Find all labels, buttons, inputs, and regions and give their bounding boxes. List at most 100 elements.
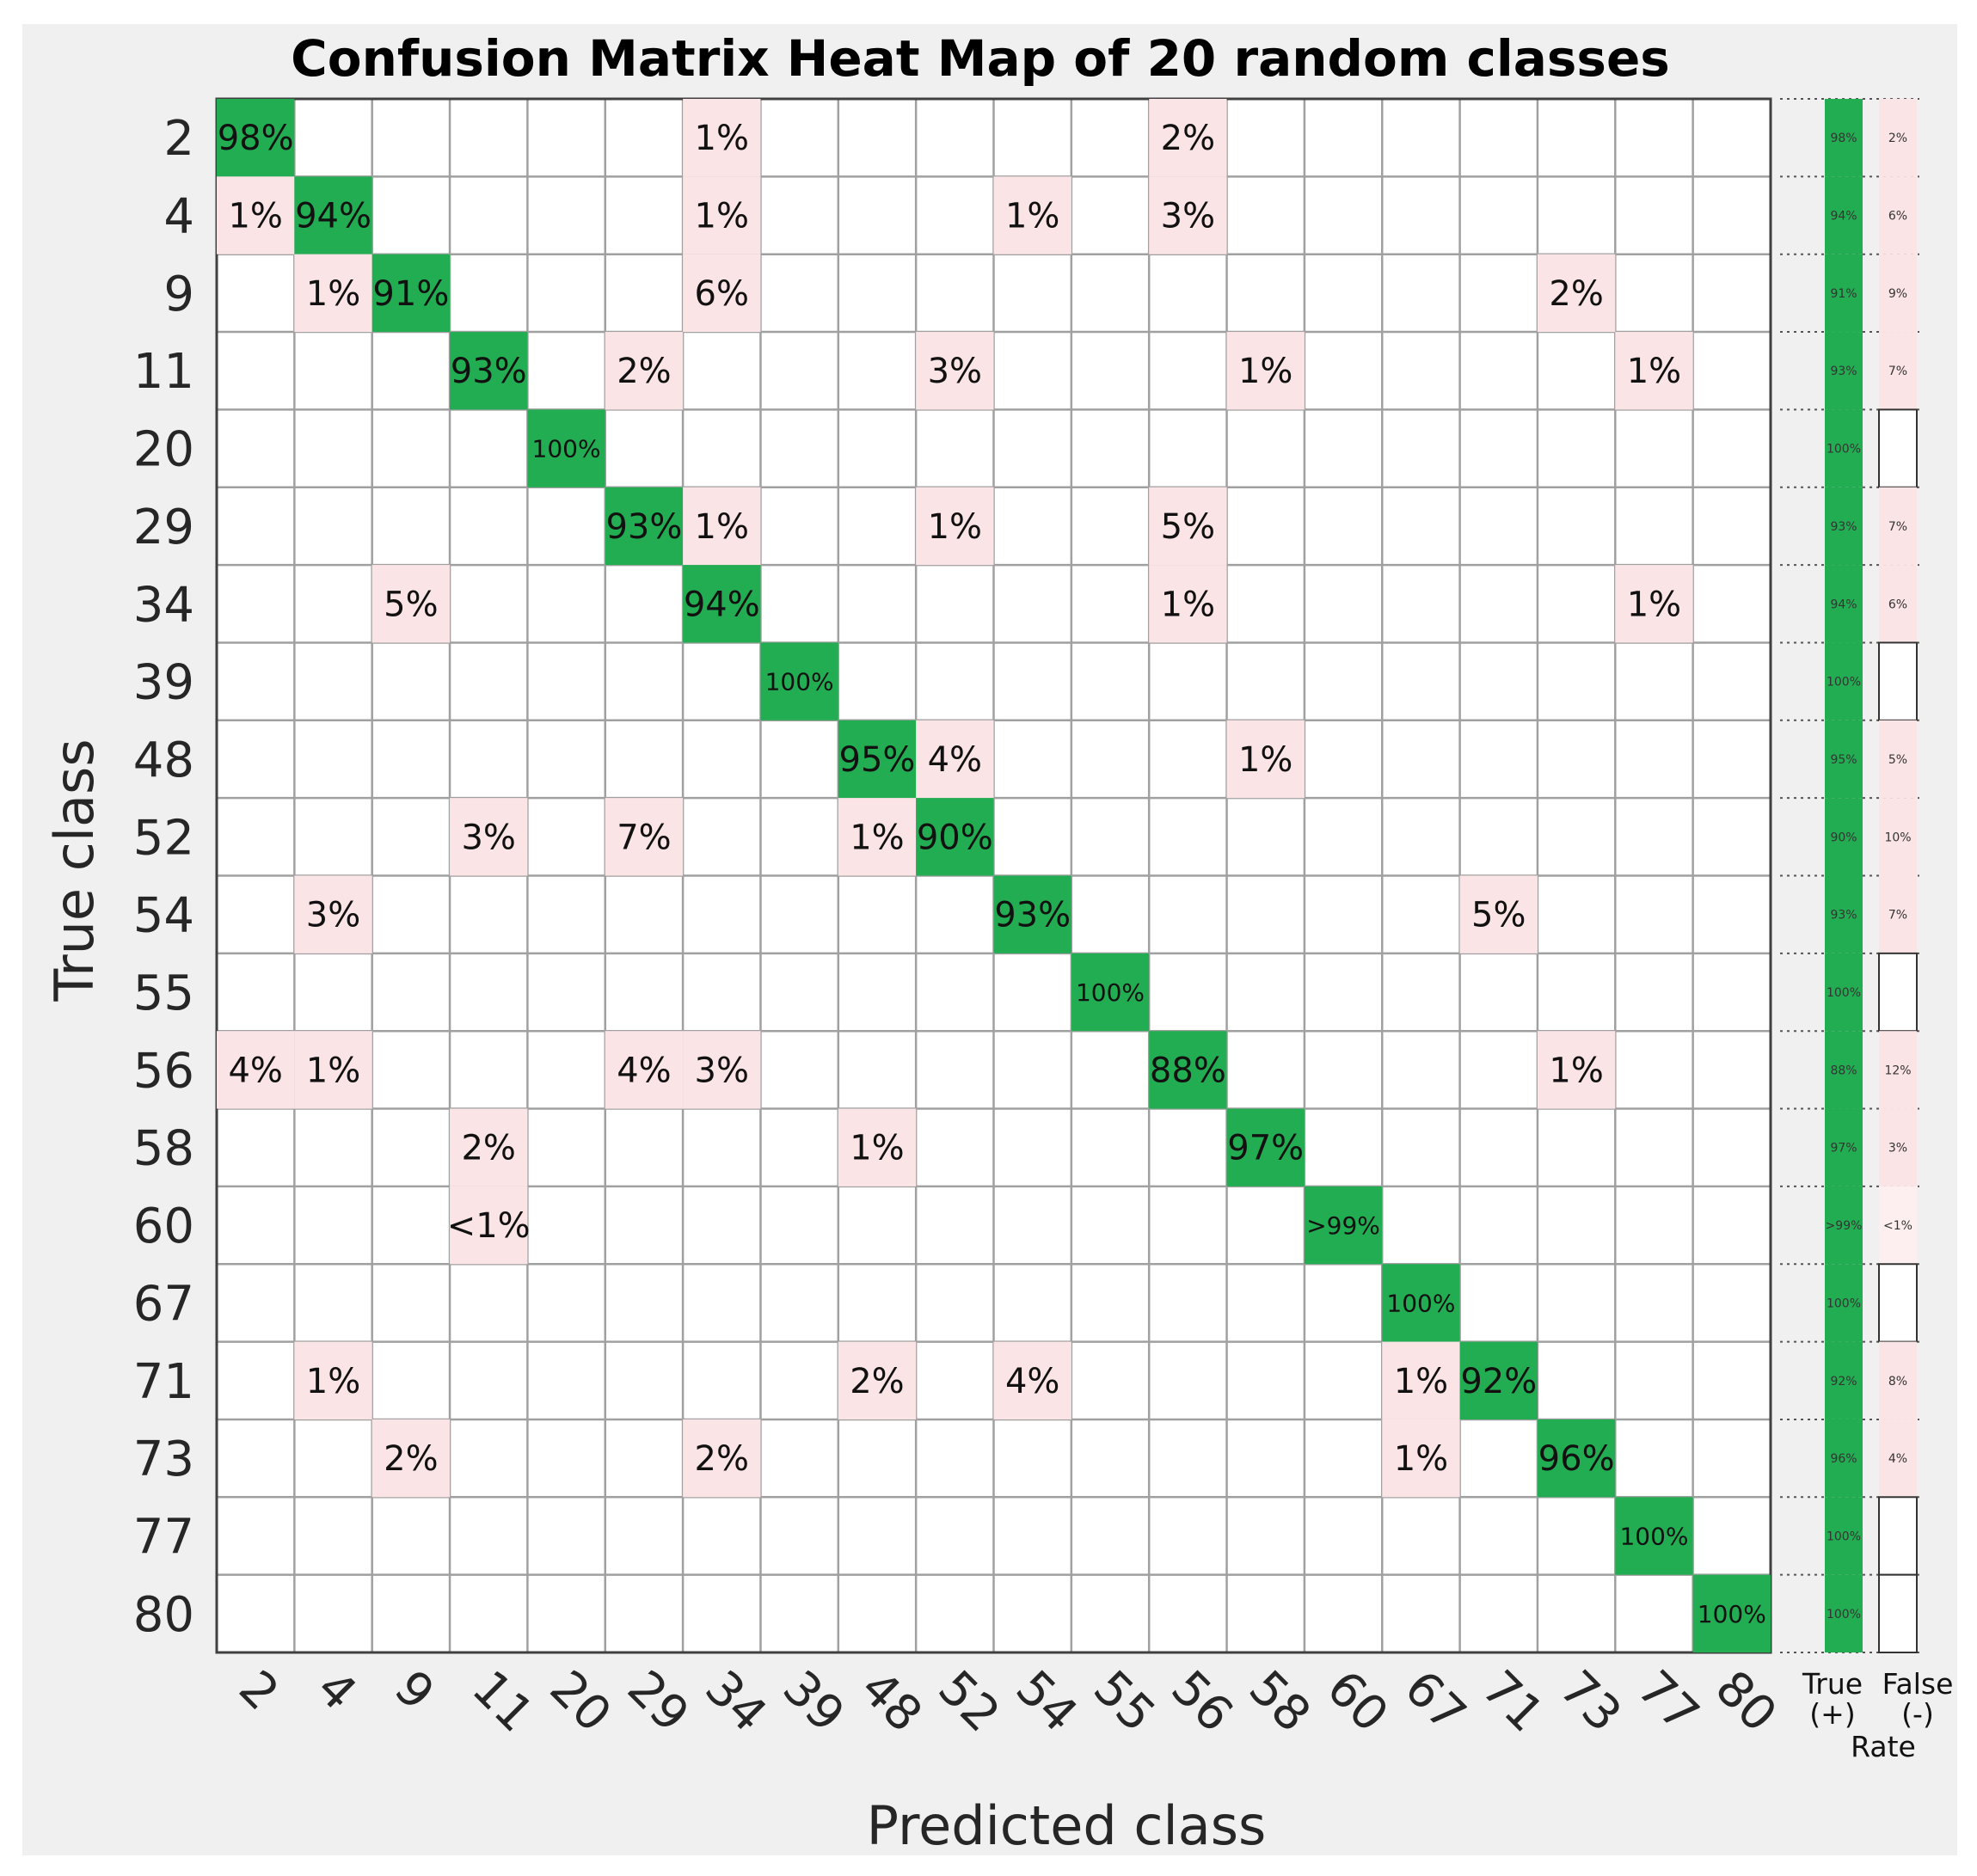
fn-rate-value: 7% bbox=[1888, 365, 1907, 378]
cell-value-label: 4% bbox=[617, 1051, 671, 1090]
tp-rate-value: 92% bbox=[1830, 1375, 1857, 1389]
cell-value-label: 3% bbox=[695, 1051, 749, 1090]
y-tick-label: 39 bbox=[133, 655, 194, 711]
cell-value-label: 2% bbox=[1161, 119, 1215, 158]
cell-value-label: 100% bbox=[1698, 1600, 1766, 1628]
fn-rate-cell bbox=[1879, 487, 1917, 566]
y-tick-label: 4 bbox=[163, 189, 194, 245]
cell-value-label: 1% bbox=[306, 1051, 360, 1090]
cell-value-label: 1% bbox=[1238, 740, 1292, 780]
tp-rate-value: 98% bbox=[1830, 132, 1857, 145]
off-diagonal-cell bbox=[1149, 176, 1227, 254]
tp-rate-value: 94% bbox=[1830, 210, 1857, 224]
tp-rate-cell bbox=[1825, 875, 1863, 953]
off-diagonal-cell bbox=[993, 176, 1071, 254]
off-diagonal-cell bbox=[450, 1186, 528, 1265]
cell-value-label: 5% bbox=[1161, 507, 1215, 547]
y-tick-label: 20 bbox=[133, 422, 194, 478]
fn-rate-value: 2% bbox=[1888, 132, 1907, 145]
fn-rate-cell bbox=[1879, 1341, 1917, 1419]
tp-rate-value: 100% bbox=[1827, 676, 1861, 690]
fn-rate-value: 6% bbox=[1888, 598, 1907, 611]
tp-rate-cell bbox=[1825, 1419, 1863, 1498]
y-tick-labels: 2 4 9 11 20 29 34 39 48 52 54 55 56 58 60 67 71 73 77 80 bbox=[133, 111, 194, 1643]
y-axis-title: True class bbox=[43, 739, 106, 1002]
cell-value-label: 1% bbox=[1394, 1362, 1448, 1401]
cell-value-label: 1% bbox=[1238, 352, 1292, 391]
diagonal-cell bbox=[1071, 953, 1150, 1032]
off-diagonal-cell bbox=[1149, 565, 1227, 643]
fn-rate-cell bbox=[1878, 641, 1918, 721]
cell-value-label: 93% bbox=[451, 352, 527, 391]
off-diagonal-cell bbox=[683, 254, 761, 333]
cell-value-label: <1% bbox=[447, 1206, 531, 1246]
y-tick-label: 48 bbox=[133, 733, 194, 788]
cell-value-label: 4% bbox=[228, 1051, 282, 1090]
fn-rate-value: 7% bbox=[1888, 909, 1907, 923]
fn-rate-value: <1% bbox=[1883, 1219, 1913, 1233]
tp-rate-value: 94% bbox=[1830, 598, 1857, 611]
cell-value-label: 3% bbox=[461, 818, 515, 857]
cell-value-label: 1% bbox=[695, 119, 749, 158]
cell-value-label: 91% bbox=[372, 274, 449, 314]
tp-rate-cell bbox=[1825, 1108, 1863, 1186]
cell-value-label: 6% bbox=[695, 274, 749, 314]
cell-value-label: 1% bbox=[695, 507, 749, 547]
y-tick-label: 60 bbox=[133, 1199, 194, 1254]
diagonal-cell bbox=[838, 720, 917, 799]
off-diagonal-cell bbox=[1537, 254, 1616, 333]
off-diagonal-cell bbox=[916, 332, 994, 410]
off-diagonal-cell bbox=[683, 1031, 761, 1109]
fn-rate-value: 9% bbox=[1888, 287, 1907, 301]
diagonal-cell bbox=[1226, 1108, 1305, 1186]
tp-rate-cell bbox=[1825, 1341, 1863, 1419]
fn-rate-value: 4% bbox=[1888, 1452, 1907, 1466]
cell-value-label: 100% bbox=[1386, 1289, 1455, 1317]
off-diagonal-cell bbox=[371, 1419, 451, 1498]
tp-rate-value: >99% bbox=[1826, 1219, 1863, 1233]
diagonal-cell bbox=[217, 99, 295, 177]
cell-value-label: 1% bbox=[306, 1362, 360, 1401]
y-tick-label: 67 bbox=[133, 1276, 194, 1332]
tp-rate-value: 100% bbox=[1827, 1530, 1861, 1543]
cell-value-label: 4% bbox=[928, 740, 982, 780]
cell-value-label: 1% bbox=[306, 274, 360, 314]
matrix-frame bbox=[215, 97, 1772, 1654]
fn-rate-cell bbox=[1879, 1108, 1917, 1186]
y-tick-label: 80 bbox=[133, 1587, 194, 1643]
tp-rate-cell bbox=[1825, 1574, 1863, 1652]
off-diagonal-cell bbox=[683, 1419, 761, 1498]
y-tick-label: 34 bbox=[133, 577, 194, 633]
fn-rate-cell bbox=[1879, 1419, 1917, 1498]
fn-rate-value: 12% bbox=[1884, 1064, 1911, 1077]
cell-value-label: 100% bbox=[1076, 978, 1145, 1007]
fn-rate-value: 10% bbox=[1884, 831, 1911, 844]
tp-rate-value: 100% bbox=[1827, 986, 1861, 1000]
cell-value-label: 96% bbox=[1538, 1439, 1615, 1479]
tp-rate-cell bbox=[1825, 487, 1863, 566]
y-tick-label: 55 bbox=[133, 966, 194, 1021]
fn-rate-label-line2: (-) bbox=[1901, 1697, 1934, 1731]
chart-title: Confusion Matrix Heat Map of 20 random c… bbox=[291, 29, 1670, 88]
cell-value-label: 2% bbox=[461, 1129, 515, 1168]
tp-rate-value: 93% bbox=[1830, 520, 1857, 534]
fn-rate-value: 6% bbox=[1888, 210, 1907, 224]
tp-rate-value: 100% bbox=[1827, 1297, 1861, 1310]
cell-value-label: 3% bbox=[928, 352, 982, 391]
tp-rate-value: 90% bbox=[1830, 831, 1857, 844]
cell-value-label: 100% bbox=[765, 668, 834, 696]
fn-rate-cell bbox=[1879, 565, 1917, 643]
off-diagonal-cell bbox=[1459, 875, 1538, 953]
cell-value-label: 5% bbox=[384, 585, 438, 624]
off-diagonal-cell bbox=[294, 1341, 372, 1419]
tp-rate-cell bbox=[1825, 565, 1863, 643]
y-tick-label: 54 bbox=[133, 888, 194, 944]
off-diagonal-cell bbox=[1537, 1031, 1616, 1109]
diagonal-cell bbox=[450, 332, 528, 410]
tp-rate-cell bbox=[1825, 720, 1863, 799]
cell-value-label: 94% bbox=[295, 197, 371, 236]
tp-rate-label-line1: True bbox=[1802, 1667, 1863, 1701]
fn-rate-cell bbox=[1879, 798, 1917, 876]
y-tick-label: 58 bbox=[133, 1121, 194, 1177]
fn-rate-cell bbox=[1879, 720, 1917, 799]
